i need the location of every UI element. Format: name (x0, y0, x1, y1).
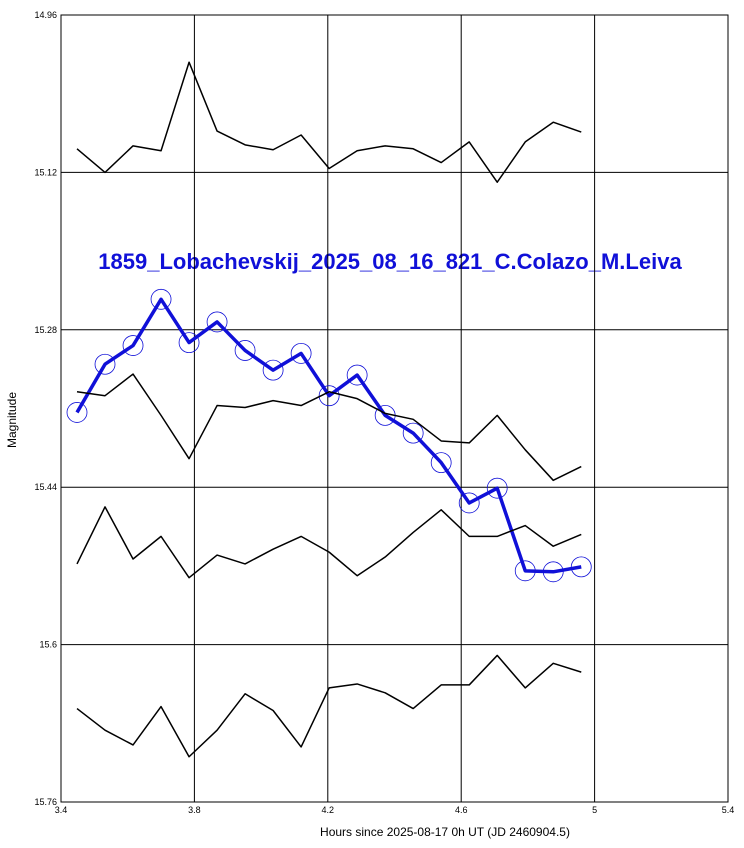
series-line (76, 373, 582, 482)
series-line (76, 506, 582, 579)
y-tick-label: 15.6 (39, 640, 57, 650)
y-tick-label: 14.96 (34, 10, 57, 20)
series-line (76, 61, 582, 183)
data-point (458, 492, 480, 514)
data-point (402, 422, 424, 444)
x-tick-label: 5.4 (722, 805, 735, 815)
series-line (76, 654, 582, 758)
data-point (66, 402, 88, 423)
chart-title: 1859_Lobachevskij_2025_08_16_821_C.Colaz… (98, 249, 682, 274)
data-point (514, 560, 536, 582)
data-point (94, 353, 116, 375)
series-line (75, 297, 582, 574)
y-axis-label: Magnitude (5, 392, 19, 448)
data-point (318, 385, 340, 407)
data-point (346, 364, 368, 386)
data-point (178, 332, 200, 353)
data-point (290, 343, 312, 364)
data-point (150, 288, 172, 310)
x-tick-label: 4.6 (455, 805, 468, 815)
x-axis-label: Hours since 2025-08-17 0h UT (JD 2460904… (320, 825, 570, 839)
data-point (570, 556, 592, 578)
x-tick-label: 3.4 (55, 805, 68, 815)
y-tick-label: 15.44 (34, 482, 57, 492)
data-point (262, 359, 284, 381)
x-tick-label: 5 (592, 805, 597, 815)
data-point (486, 477, 508, 499)
y-tick-label: 15.28 (34, 325, 57, 335)
x-tick-label: 3.8 (188, 805, 201, 815)
data-point (430, 452, 452, 474)
plot-frame (60, 14, 729, 803)
data-point (542, 561, 564, 583)
data-point (206, 311, 228, 333)
data-point (234, 340, 256, 361)
x-tick-label: 4.2 (322, 805, 335, 815)
y-tick-label: 15.76 (34, 797, 57, 807)
y-tick-label: 15.12 (34, 167, 57, 177)
data-point (122, 335, 144, 356)
